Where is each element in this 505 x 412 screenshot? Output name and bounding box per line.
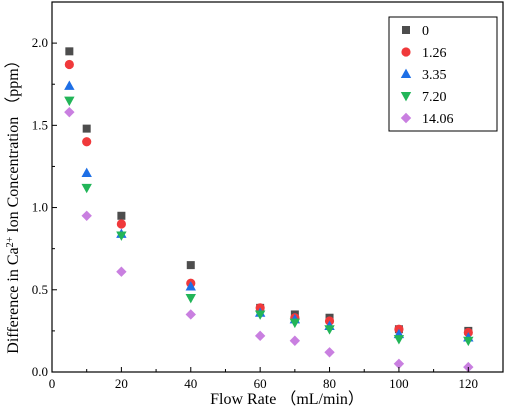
- legend-label: 14.06: [422, 112, 454, 127]
- series-7-20: [64, 96, 474, 347]
- plot-area: [64, 47, 474, 373]
- y-tick-label: 0.5: [32, 282, 48, 297]
- x-tick-label: 60: [254, 376, 267, 391]
- data-point: [64, 59, 74, 70]
- y-tick-label: 1.0: [32, 200, 48, 215]
- series-14-06: [64, 106, 474, 373]
- x-tick-label: 120: [459, 376, 479, 391]
- legend-marker: [400, 68, 412, 78]
- legend-label: 0: [422, 24, 429, 39]
- data-point: [185, 309, 196, 320]
- y-tick-label: 2.0: [32, 35, 48, 50]
- legend-marker: [401, 47, 411, 57]
- data-point: [117, 211, 126, 220]
- data-point: [289, 318, 301, 329]
- legend-label: 1.26: [422, 46, 447, 61]
- x-tick-label: 100: [389, 376, 409, 391]
- data-point: [254, 330, 266, 342]
- x-tick-label: 40: [184, 376, 197, 391]
- data-point: [64, 80, 75, 90]
- data-point: [116, 231, 127, 241]
- data-point: [82, 124, 91, 133]
- x-tick-label: 20: [115, 376, 128, 391]
- data-point: [324, 325, 335, 335]
- data-point: [82, 137, 92, 147]
- axes: 0 20 40 60 80 100 120 0.0 0.5 1.0 1.5 2.0: [32, 1, 504, 391]
- data-point: [185, 281, 196, 291]
- legend-label: 7.20: [422, 90, 447, 105]
- legend-label: 3.35: [422, 68, 447, 83]
- data-point: [81, 167, 92, 178]
- x-tick-label: 0: [49, 376, 56, 391]
- legend-marker: [400, 92, 412, 102]
- x-tick-label: 80: [323, 376, 336, 391]
- plot-frame: [51, 1, 504, 373]
- y-tick-label: 0.0: [32, 364, 48, 379]
- data-point: [81, 210, 92, 221]
- y-axis-title: Difference in Ca2+ Ion Concentration （pp…: [4, 52, 22, 353]
- data-point: [64, 96, 75, 107]
- data-point: [116, 266, 127, 277]
- data-point: [324, 347, 335, 358]
- y-axis-title-superscript: 2+: [5, 236, 16, 247]
- y-axis-title-rest: Ion Concentration （ppm）: [4, 52, 22, 236]
- data-point: [254, 310, 266, 320]
- data-point: [393, 358, 405, 369]
- legend: 0 1.26 3.35 7.20 14.06: [388, 16, 498, 132]
- data-point: [65, 47, 74, 56]
- data-point: [185, 294, 196, 304]
- data-point: [289, 335, 301, 346]
- data-point: [64, 106, 75, 118]
- data-point: [116, 219, 126, 229]
- data-point: [463, 336, 474, 347]
- data-point: [81, 183, 92, 194]
- y-tick-label: 1.5: [32, 117, 48, 132]
- data-point: [186, 261, 195, 270]
- y-axis-title-main: Difference in Ca: [5, 247, 22, 353]
- legend-marker: [400, 112, 412, 124]
- x-axis-title: Flow Rate （mL/min）: [210, 390, 364, 408]
- legend-marker: [402, 26, 410, 34]
- data-point: [393, 335, 405, 345]
